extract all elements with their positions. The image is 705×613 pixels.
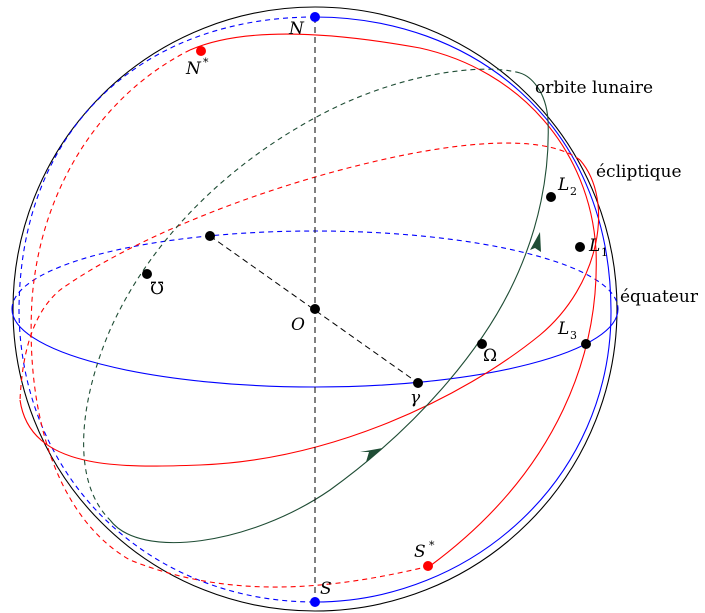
autumnal-point: [205, 231, 215, 241]
l1-label: L: [588, 236, 600, 256]
north-ecliptic-sup: *: [203, 56, 209, 69]
lunar-orbit-back: [83, 68, 521, 521]
vernal-label: γ: [410, 388, 421, 408]
lunar-orbit-arrow-upper: [530, 232, 541, 252]
north-ecliptic-pole-point: [196, 46, 206, 56]
l3-sub: 3: [570, 329, 577, 342]
sphere-outline: [12, 6, 618, 612]
vernal-point: [413, 378, 423, 388]
descending-node-label: ℧: [150, 279, 164, 299]
l2-sub: 2: [570, 185, 577, 198]
south-pole-point: [310, 597, 320, 607]
l1-point: [575, 242, 585, 252]
meridian-front: [314, 16, 612, 603]
l2-point: [546, 192, 556, 202]
l2-label: L: [557, 175, 569, 195]
ecliptic-meridian-front: [189, 33, 597, 567]
lunar-orbit-label: orbite lunaire: [535, 78, 653, 98]
north-ecliptic-label: N: [185, 59, 202, 79]
equator-label: équateur: [620, 287, 699, 307]
ascending-node-point: [477, 339, 487, 349]
ascending-node-label: Ω: [483, 346, 497, 366]
south-ecliptic-sup: *: [429, 539, 435, 552]
lunar-orbit-front: [109, 72, 549, 544]
l1-sub: 1: [601, 246, 608, 259]
descending-node-point: [142, 269, 152, 279]
vernal-line: [209, 235, 419, 384]
north-pole-point: [310, 12, 320, 22]
l3-point: [581, 339, 591, 349]
south-ecliptic-label: S: [414, 542, 426, 562]
ecliptic-label: écliptique: [596, 162, 682, 182]
south-label: S: [320, 579, 332, 599]
lunar-orbit-arrow-lower: [360, 448, 383, 462]
ecliptic-back: [19, 142, 581, 401]
north-label: N: [288, 19, 305, 39]
meridian-back: [18, 16, 316, 603]
ecliptic-front: [19, 159, 600, 467]
ecliptic-meridian-back: [30, 49, 431, 588]
l3-label: L: [557, 319, 569, 339]
south-ecliptic-pole-point: [423, 561, 433, 571]
center-label: O: [291, 315, 305, 335]
center-point: [310, 304, 320, 314]
